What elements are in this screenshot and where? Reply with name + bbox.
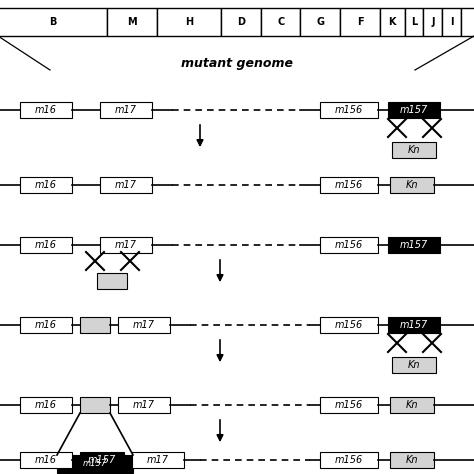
Bar xyxy=(380,8,405,36)
Bar xyxy=(442,8,461,36)
Bar xyxy=(20,102,72,118)
Bar xyxy=(100,177,152,193)
Bar xyxy=(390,177,434,193)
Bar xyxy=(132,452,184,468)
Bar xyxy=(388,237,440,253)
Bar xyxy=(320,317,378,333)
Bar xyxy=(340,8,380,36)
Bar xyxy=(221,8,261,36)
Text: m16: m16 xyxy=(35,180,57,190)
Text: m156: m156 xyxy=(335,105,363,115)
Text: m157: m157 xyxy=(83,459,107,468)
Text: m17: m17 xyxy=(133,320,155,330)
Bar xyxy=(392,357,436,373)
Text: B: B xyxy=(49,17,56,27)
Bar xyxy=(20,452,72,468)
Text: m156: m156 xyxy=(335,455,363,465)
Text: Kn: Kn xyxy=(408,360,420,370)
Bar xyxy=(0,8,107,36)
Text: m156: m156 xyxy=(335,400,363,410)
Bar xyxy=(320,102,378,118)
Text: m156: m156 xyxy=(335,240,363,250)
Text: Kn: Kn xyxy=(406,180,418,190)
Text: m157: m157 xyxy=(88,455,116,465)
Text: m17: m17 xyxy=(147,455,169,465)
Bar xyxy=(320,237,378,253)
Text: M: M xyxy=(127,17,137,27)
Bar xyxy=(388,317,440,333)
Bar xyxy=(20,177,72,193)
Text: J: J xyxy=(431,17,435,27)
Bar xyxy=(157,8,221,36)
Bar xyxy=(423,8,442,36)
Text: m156: m156 xyxy=(335,180,363,190)
Text: m157: m157 xyxy=(400,105,428,115)
Bar xyxy=(320,397,378,413)
Text: m156: m156 xyxy=(335,320,363,330)
Bar xyxy=(320,177,378,193)
Text: m157: m157 xyxy=(400,240,428,250)
Bar xyxy=(118,397,170,413)
Bar xyxy=(390,452,434,468)
Text: m16: m16 xyxy=(35,105,57,115)
Text: C: C xyxy=(277,17,284,27)
Bar xyxy=(80,317,110,333)
Bar xyxy=(118,317,170,333)
Bar xyxy=(100,237,152,253)
Text: Kn: Kn xyxy=(408,145,420,155)
Bar xyxy=(20,237,72,253)
Text: m17: m17 xyxy=(115,180,137,190)
Text: Kn: Kn xyxy=(406,400,418,410)
Text: m16: m16 xyxy=(35,400,57,410)
Text: m17: m17 xyxy=(115,240,137,250)
Text: K: K xyxy=(389,17,396,27)
Text: F: F xyxy=(356,17,363,27)
Text: G: G xyxy=(316,17,324,27)
Bar xyxy=(405,8,423,36)
Text: mutant genome: mutant genome xyxy=(181,56,293,70)
Text: I: I xyxy=(450,17,454,27)
Bar xyxy=(20,397,72,413)
Bar xyxy=(461,8,474,36)
Bar xyxy=(390,397,434,413)
Bar xyxy=(80,452,124,468)
Text: m157: m157 xyxy=(400,320,428,330)
Text: H: H xyxy=(185,17,193,27)
Bar xyxy=(80,397,110,413)
Bar xyxy=(20,317,72,333)
Bar xyxy=(320,452,378,468)
Text: m16: m16 xyxy=(35,455,57,465)
Text: m16: m16 xyxy=(35,320,57,330)
Text: D: D xyxy=(237,17,245,27)
Bar xyxy=(301,8,340,36)
Text: Kn: Kn xyxy=(406,455,418,465)
Bar xyxy=(107,8,157,36)
Bar xyxy=(261,8,301,36)
Text: m17: m17 xyxy=(133,400,155,410)
Text: m16: m16 xyxy=(35,240,57,250)
Bar xyxy=(392,142,436,158)
Text: m17: m17 xyxy=(115,105,137,115)
Bar xyxy=(388,102,440,118)
Bar xyxy=(57,455,133,473)
Bar xyxy=(97,273,127,289)
Bar xyxy=(100,102,152,118)
Text: L: L xyxy=(411,17,417,27)
